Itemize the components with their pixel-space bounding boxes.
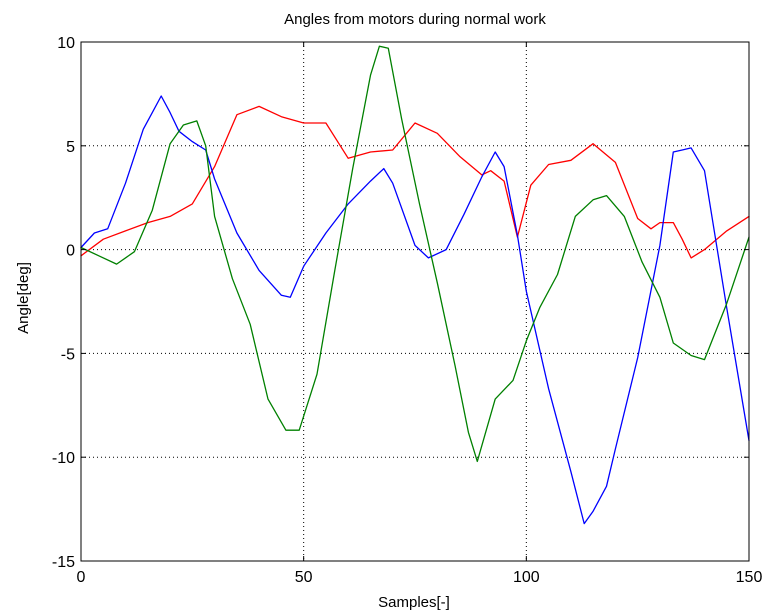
data-series <box>80 45 750 525</box>
y-tick-label: 0 <box>66 243 75 260</box>
axis-ticks: 0 50 100 150 -15 -10 -5 0 5 10 <box>52 35 763 586</box>
y-tick-label: 10 <box>57 35 75 52</box>
x-tick-label: 50 <box>295 569 313 586</box>
x-tick-label: 100 <box>513 569 540 586</box>
y-tick-label: -10 <box>52 450 75 467</box>
plot-area-frame <box>80 41 750 562</box>
y-tick-label: -5 <box>61 346 75 363</box>
x-axis-title: Samples[-] <box>378 594 450 611</box>
series-line-1 <box>80 105 750 259</box>
series-line-2 <box>80 95 750 525</box>
y-tick-label: 5 <box>66 139 75 156</box>
x-tick-label: 150 <box>736 569 763 586</box>
x-tick-label: 0 <box>77 569 86 586</box>
series-line-3 <box>80 45 750 463</box>
y-tick-label: -15 <box>52 554 75 571</box>
y-axis-title: Angle[deg] <box>15 262 32 334</box>
chart-title: Angles from motors during normal work <box>284 11 546 28</box>
